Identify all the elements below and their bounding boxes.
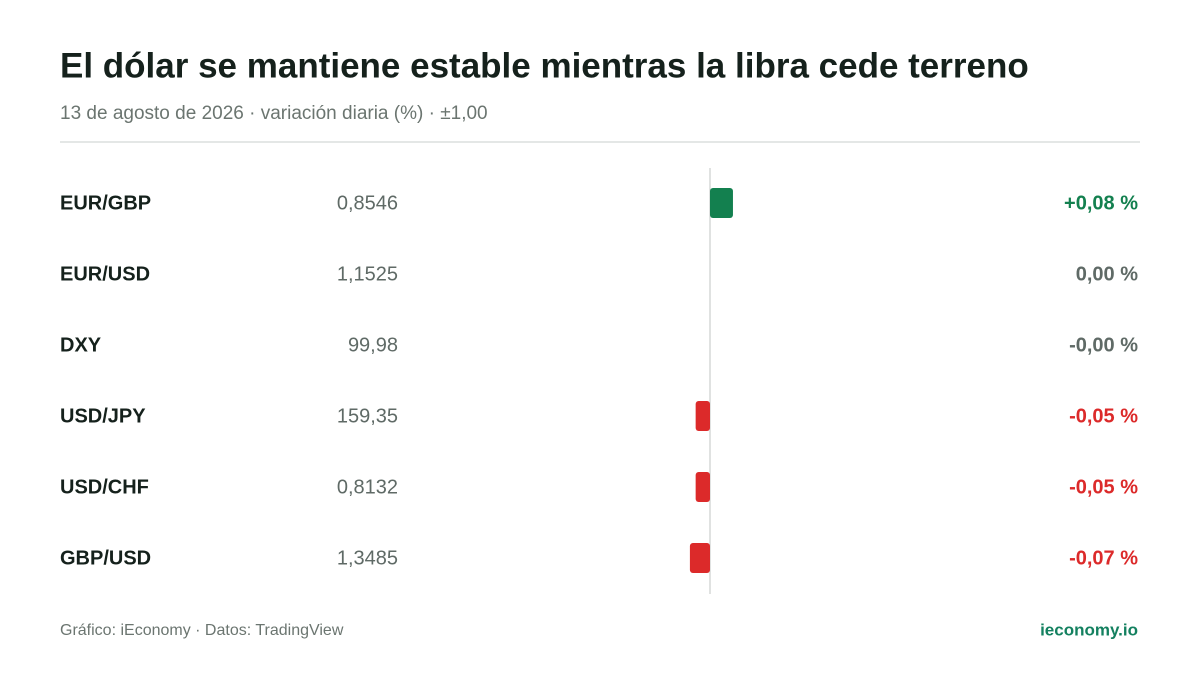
- price: 159,35: [337, 405, 398, 427]
- chart-subtitle: 13 de agosto de 2026 · variación diaria …: [60, 103, 488, 124]
- pair-label: DXY: [60, 334, 102, 356]
- bar: [695, 401, 710, 431]
- price: 0,8132: [337, 476, 398, 498]
- change-label: -0,05 %: [1069, 405, 1138, 427]
- pair-label: EUR/GBP: [60, 192, 151, 214]
- pair-label: USD/CHF: [60, 476, 149, 498]
- pair-label: EUR/USD: [60, 263, 150, 285]
- brand: ieconomy.io: [1040, 620, 1138, 639]
- change-label: -0,00 %: [1069, 334, 1138, 356]
- pair-label: USD/JPY: [60, 405, 146, 427]
- bar: [710, 188, 733, 218]
- chart-title: El dólar se mantiene estable mientras la…: [60, 46, 1029, 85]
- bar: [695, 472, 710, 502]
- pair-label: GBP/USD: [60, 547, 151, 569]
- change-label: +0,08 %: [1064, 192, 1138, 214]
- change-label: -0,05 %: [1069, 476, 1138, 498]
- bar: [689, 543, 710, 573]
- price: 99,98: [348, 334, 398, 356]
- price: 1,3485: [337, 547, 398, 569]
- change-label: -0,07 %: [1069, 547, 1138, 569]
- price: 1,1525: [337, 263, 398, 285]
- change-label: 0,00 %: [1076, 263, 1138, 285]
- source: Gráfico: iEconomy · Datos: TradingView: [60, 622, 344, 639]
- price: 0,8546: [337, 192, 398, 214]
